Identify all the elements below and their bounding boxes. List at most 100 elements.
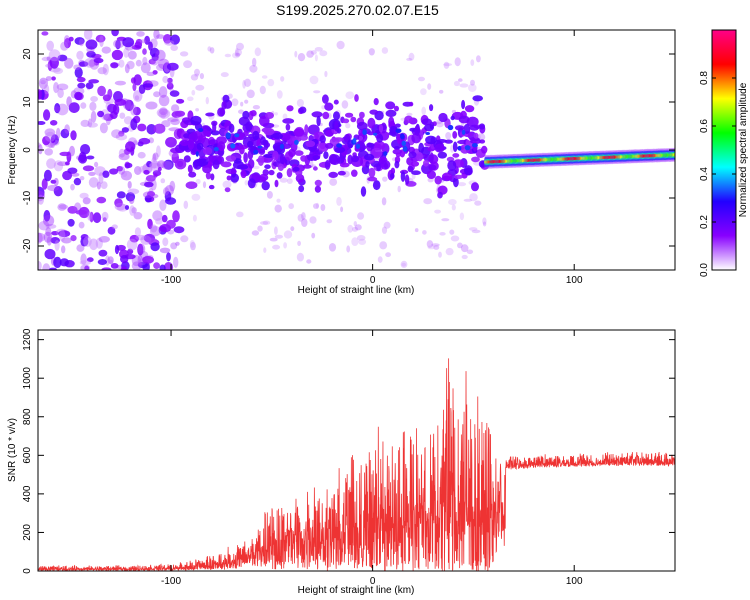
spectrogram-cell xyxy=(64,124,70,134)
spectrogram-x-axis-label: Height of straight line (km) xyxy=(298,285,415,296)
spectrogram-cell xyxy=(57,203,67,211)
spectrogram-cell xyxy=(97,67,107,75)
spectrogram-cell xyxy=(276,90,283,99)
spectrogram-cell xyxy=(439,232,446,236)
spectrogram-cell xyxy=(153,262,161,269)
spectrogram-cell xyxy=(107,88,113,99)
spectrogram-cell xyxy=(194,73,200,77)
spectrogram-cell xyxy=(163,187,170,196)
spectrogram-cell xyxy=(476,55,481,63)
spectrogram-cell xyxy=(257,145,263,149)
spectrogram-cell xyxy=(292,166,300,172)
spectrogram-cell xyxy=(341,100,349,109)
colorbar-tick-label: 0.0 xyxy=(699,263,710,277)
spectrogram-cell xyxy=(451,204,456,211)
spectrogram-cell xyxy=(38,232,43,244)
spectrogram-cell xyxy=(121,171,128,177)
spectrogram-cell xyxy=(95,34,106,43)
spectrogram-cell xyxy=(249,64,258,73)
spectrogram-cell xyxy=(135,38,143,46)
spectrogram-cell xyxy=(258,173,269,182)
spectrogram-cell xyxy=(120,255,129,264)
spectrogram-cell xyxy=(312,155,321,161)
spectrogram-cell xyxy=(150,56,159,66)
spectrogram-cell xyxy=(129,234,139,243)
spectrogram-cell xyxy=(396,133,401,144)
spectrogram-cell xyxy=(434,209,441,214)
spectrogram-cell xyxy=(429,104,434,112)
spectrogram-cell xyxy=(442,172,453,181)
spectrogram-cell xyxy=(345,123,351,129)
spectrogram-cell xyxy=(41,178,48,190)
spectrogram-cell xyxy=(228,123,235,133)
spectrogram-cell xyxy=(180,139,189,146)
spectrogram-cell xyxy=(151,156,158,169)
spectrogram-cell xyxy=(45,224,57,229)
spectrogram-cell xyxy=(340,206,344,213)
spectrogram-cell xyxy=(207,46,212,52)
spectrogram-cell xyxy=(300,155,308,162)
spectrogram-cell xyxy=(74,91,83,101)
spectrogram-cell xyxy=(79,192,89,199)
spectrogram-cell xyxy=(125,141,136,152)
spectrogram-cell xyxy=(360,186,367,197)
spectrogram-cell xyxy=(80,253,87,265)
spectrogram-cell xyxy=(80,264,91,270)
spectrogram-cell xyxy=(101,211,109,221)
spectrogram-cell xyxy=(146,71,156,77)
spectrogram-cell xyxy=(152,70,158,75)
spectrogram-cell xyxy=(153,91,161,98)
spectrogram-cell xyxy=(434,175,442,185)
spectrogram-cell xyxy=(42,263,51,270)
spectrogram-cell xyxy=(89,211,94,223)
spectrogram-cell xyxy=(286,168,293,178)
spectrogram-cell xyxy=(367,176,378,182)
spectrogram-cell xyxy=(314,47,323,52)
spectrogram-cell xyxy=(367,117,376,129)
spectrogram-cell xyxy=(385,101,396,110)
spectrogram-cell xyxy=(400,133,405,140)
colorbar-tick-label: 0.6 xyxy=(699,119,710,133)
spectrogram-cell xyxy=(426,240,434,248)
spectrogram-cell xyxy=(138,84,146,94)
spectrogram-cell xyxy=(167,138,174,143)
spectrogram-cell xyxy=(260,221,269,225)
spectrogram-cell xyxy=(276,172,283,179)
spectrogram-cell xyxy=(119,112,126,119)
spectrogram-cell xyxy=(395,152,401,158)
spectrogram-cell xyxy=(429,152,434,164)
spectrogram-cell xyxy=(454,125,465,131)
spectrogram-cell xyxy=(198,128,204,132)
spectrogram-cell xyxy=(53,256,62,268)
spectrogram-cell xyxy=(67,218,75,227)
spectrogram-cell xyxy=(388,116,395,128)
spectrogram-cell xyxy=(333,99,339,105)
spectrogram-cell xyxy=(463,198,473,202)
spectrogram-cell xyxy=(248,159,255,169)
spectrogram-cell xyxy=(115,39,121,50)
spectrogram-cell xyxy=(473,132,479,139)
colorbar-scale xyxy=(711,29,737,271)
spectrogram-cell xyxy=(458,115,470,124)
spectrogram-cell xyxy=(190,241,196,251)
spectrogram-cell xyxy=(59,258,69,267)
spectrogram-cell xyxy=(174,110,186,117)
spectrogram-cell xyxy=(50,237,60,244)
spectrogram-cell xyxy=(212,121,217,133)
spectrogram-cell xyxy=(321,105,326,110)
spectrogram-cell xyxy=(425,135,437,145)
spectrogram-cell xyxy=(236,211,244,218)
spectrogram-cell xyxy=(469,227,478,231)
spectrogram-cell xyxy=(373,141,386,150)
spectrogram-cell xyxy=(173,226,185,234)
spectrogram-cell xyxy=(126,60,135,70)
spectrogram-cell xyxy=(325,142,334,149)
spectrogram-cell xyxy=(148,162,160,169)
spectrogram-cell xyxy=(127,50,137,60)
spectrogram-cell xyxy=(170,44,178,52)
spectrogram-cell xyxy=(252,57,257,67)
spectrogram-cell xyxy=(44,248,56,260)
spectrogram-cell xyxy=(134,227,141,237)
spectrogram-cell xyxy=(394,160,400,169)
spectrogram-cell xyxy=(217,141,226,152)
